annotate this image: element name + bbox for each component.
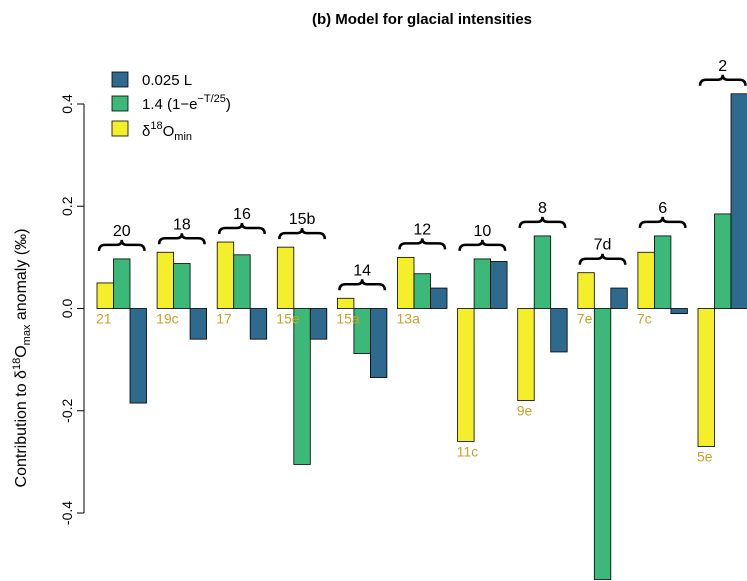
substage-label: 15a bbox=[336, 311, 360, 327]
bar bbox=[309, 308, 328, 340]
substage-label: 5e bbox=[697, 449, 713, 465]
bar bbox=[276, 246, 295, 309]
group-brace bbox=[458, 239, 507, 251]
substage-labels: 21 19c 17 15e 15a 13a 11c 9e 7e 7c 5e bbox=[96, 311, 713, 465]
chart-title: (b) Model for glacial intensities bbox=[312, 11, 532, 28]
substage-label: 17 bbox=[216, 311, 232, 327]
substage-label: 21 bbox=[96, 311, 112, 327]
bar bbox=[730, 93, 747, 309]
group-brace bbox=[398, 238, 447, 250]
group-label: 16 bbox=[233, 206, 251, 223]
bar bbox=[457, 308, 475, 442]
bar bbox=[490, 261, 508, 309]
bar bbox=[156, 251, 175, 309]
bar bbox=[593, 308, 612, 580]
group-label: 14 bbox=[353, 262, 371, 279]
group-label: 18 bbox=[173, 216, 191, 233]
bar bbox=[670, 308, 688, 315]
y-axis-label: Contribution to δ18Omax anomaly (‰) bbox=[11, 229, 33, 488]
y-tick-label: 0.2 bbox=[59, 196, 75, 216]
group-label: 6 bbox=[658, 200, 667, 217]
group-brace bbox=[217, 222, 266, 235]
bar bbox=[173, 263, 191, 309]
group-label: 20 bbox=[113, 223, 131, 240]
bar bbox=[697, 308, 715, 447]
bar bbox=[610, 287, 628, 309]
bar bbox=[113, 258, 131, 309]
group-label: 8 bbox=[538, 200, 547, 217]
bar bbox=[654, 235, 672, 309]
bar bbox=[189, 308, 208, 340]
group-brace bbox=[638, 216, 687, 228]
bar bbox=[473, 258, 492, 309]
group-brace bbox=[578, 253, 627, 265]
group-brace bbox=[97, 239, 146, 251]
legend: 0.025 L 1.4 (1−e−T/25) δ18Omin bbox=[111, 71, 231, 143]
bar bbox=[533, 235, 552, 309]
legend-swatch-14 bbox=[111, 95, 129, 112]
group-brace bbox=[698, 74, 747, 86]
bar bbox=[714, 213, 732, 309]
substage-label: 19c bbox=[156, 311, 179, 327]
group-brace bbox=[278, 228, 327, 240]
bar bbox=[216, 241, 235, 309]
y-tick-label: -0.4 bbox=[59, 501, 75, 525]
substage-label: 7e bbox=[577, 311, 593, 327]
bar bbox=[430, 287, 448, 309]
y-tick-label: 0.0 bbox=[59, 299, 75, 319]
y-tick-label: 0.4 bbox=[59, 94, 75, 114]
group-label: 12 bbox=[413, 221, 431, 238]
substage-label: 9e bbox=[517, 403, 533, 419]
group-brace bbox=[518, 216, 567, 228]
bar bbox=[233, 254, 251, 309]
substage-label: 11c bbox=[457, 443, 479, 459]
group-brace bbox=[338, 279, 387, 291]
bar bbox=[96, 282, 114, 309]
bar bbox=[129, 308, 147, 404]
bar bbox=[517, 308, 535, 401]
legend-swatch-0025l bbox=[111, 71, 129, 88]
bar bbox=[369, 308, 388, 378]
group-label: 10 bbox=[473, 223, 491, 240]
bars bbox=[96, 93, 747, 580]
y-tick-label: -0.2 bbox=[59, 398, 75, 422]
legend-label-14: 1.4 (1−e−T/25) bbox=[142, 93, 231, 113]
group-braces: 20 18 16 15b 14 12 10 8 7d 6 2 bbox=[97, 58, 747, 291]
bar bbox=[413, 273, 431, 309]
bar bbox=[397, 256, 415, 309]
bar bbox=[637, 251, 655, 309]
bar bbox=[293, 308, 311, 465]
bar bbox=[336, 297, 355, 309]
group-label: 15b bbox=[289, 211, 316, 228]
bar bbox=[577, 272, 595, 309]
substage-label: 13a bbox=[397, 311, 421, 327]
group-brace bbox=[157, 233, 206, 245]
legend-label-0025l: 0.025 L bbox=[142, 72, 192, 89]
bar bbox=[249, 308, 268, 340]
legend-swatch-d18omin bbox=[111, 120, 129, 137]
group-label: 7d bbox=[594, 237, 612, 254]
substage-label: 7c bbox=[637, 311, 652, 327]
group-label: 2 bbox=[718, 58, 727, 75]
legend-label-d18omin: δ18Omin bbox=[142, 120, 192, 143]
substage-label: 15e bbox=[276, 311, 300, 327]
y-axis: -0.4 -0.2 0.0 0.2 0.4 bbox=[59, 94, 85, 525]
bar bbox=[550, 308, 568, 353]
